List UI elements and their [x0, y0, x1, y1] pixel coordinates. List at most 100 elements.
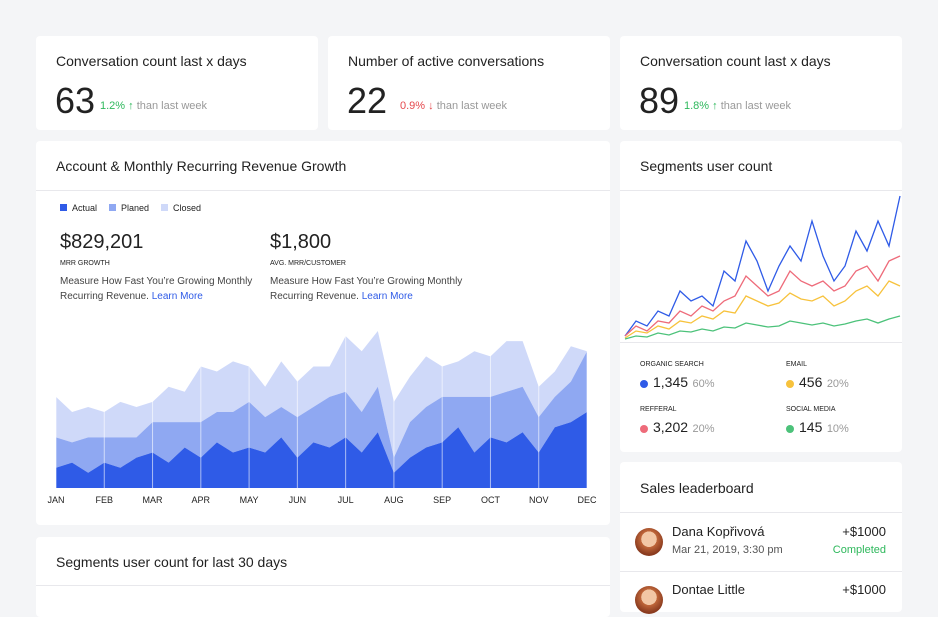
line-series: [624, 315, 901, 340]
segment-name: EMAIL: [786, 361, 808, 368]
learn-more[interactable]: Learn More: [361, 291, 413, 302]
x-tick-label: DEC: [577, 495, 597, 505]
segment-dot: [640, 380, 648, 388]
x-tick-label: APR: [192, 495, 211, 505]
segment-share: 20%: [826, 378, 849, 390]
segment-dot: [640, 425, 648, 433]
legend-item: Planed: [109, 203, 149, 213]
area-series: [56, 331, 587, 458]
x-tick-label: FEB: [96, 495, 114, 505]
sale-amount: +$1000: [842, 524, 886, 539]
stat-desc: Measure How Fast You’re Growing Monthly …: [60, 276, 253, 302]
kpi-title: Conversation count last x days: [640, 53, 831, 69]
segment-name: ORGANIC SEARCH: [640, 361, 704, 368]
segment-count: 1,345: [653, 374, 689, 390]
stat-text: Measure How Fast You’re Growing Monthly …: [60, 274, 260, 304]
x-tick-label: SEP: [433, 495, 451, 505]
kpi-value: 89: [639, 80, 680, 121]
segments-card: Segments user count ORGANIC SEARCH 1,345 …: [620, 141, 902, 452]
divider: [36, 190, 610, 191]
line-chart: [624, 195, 901, 340]
sale-amount: +$1000: [842, 582, 886, 597]
divider: [36, 585, 610, 586]
kpi-change: 0.9%: [400, 100, 426, 112]
kpi-card: Number of active conversations 22 0.9% ↓ t…: [328, 36, 610, 130]
sale-date: Mar 21, 2019, 3:30 pm: [672, 544, 783, 556]
segment-row: 456 20%: [799, 374, 849, 392]
legend-swatch: [60, 204, 67, 211]
segment-count: 145: [799, 419, 823, 435]
x-tick-label: JUN: [289, 495, 307, 505]
card-title: Segments user count: [640, 158, 773, 174]
segment-row: 145 10%: [799, 419, 849, 437]
kpi-change: 1.2%: [100, 100, 126, 112]
stat-text: Measure How Fast You’re Growing Monthly …: [270, 274, 470, 304]
stat-value: $1,800: [270, 231, 332, 253]
area-chart: JAN FEB MAR APR MAY JUN JUL AUG SEP OCT NOV DEC: [47, 331, 597, 505]
kpi-note: than last week: [136, 100, 208, 112]
person-name: Dana Kopřivová: [672, 524, 765, 539]
kpi-card: Conversation count last x days 63 1.2% ↑ t…: [36, 36, 318, 130]
x-tick-label: JUL: [338, 495, 354, 505]
segments30-card: Segments user count for last 30 days: [36, 537, 610, 617]
card-title: Account & Monthly Recurring Revenue Grow…: [56, 158, 347, 174]
segment-share: 10%: [826, 423, 849, 435]
sale-status: Completed: [832, 544, 886, 556]
segment-share: 60%: [692, 378, 715, 390]
segment-share: 20%: [692, 423, 715, 435]
line-series: [624, 280, 901, 339]
kpi-note: than last week: [436, 100, 508, 112]
kpi-card: Conversation count last x days 89 1.8% ↑ t…: [620, 36, 902, 130]
segment-count: 3,202: [653, 419, 689, 435]
line-series: [624, 255, 901, 337]
stat-value: $829,201: [60, 231, 144, 253]
segment-row: 1,345 60%: [653, 374, 715, 392]
segment-count: 456: [799, 374, 823, 390]
kpi-arrow: ↓: [428, 100, 434, 112]
divider: [620, 512, 902, 513]
kpi-change-row: 0.9% ↓ than last week: [400, 100, 507, 112]
area-series: [56, 412, 587, 488]
area-series: [56, 351, 587, 473]
x-tick-label: MAR: [143, 495, 164, 505]
segment-name: SOCIAL MEDIA: [786, 406, 836, 413]
segment-dot: [786, 425, 794, 433]
legend-item: Actual: [60, 203, 97, 213]
divider: [620, 571, 902, 572]
legend-swatch: [109, 204, 117, 211]
line-series: [624, 195, 901, 337]
kpi-note: than last week: [720, 100, 792, 112]
legend-label: Actual: [72, 203, 98, 213]
leaderboard-card: Sales leaderboard Dana Kopřivová Mar 21, …: [620, 462, 902, 614]
card-title: Segments user count for last 30 days: [56, 554, 288, 570]
segment-dot: [786, 380, 794, 388]
legend-label: Closed: [173, 203, 202, 213]
person-name: Dontae Little: [672, 582, 745, 597]
kpi-title: Conversation count last x days: [56, 53, 247, 69]
kpi-value: 22: [347, 80, 388, 121]
avatar: [635, 586, 663, 614]
x-tick-label: NOV: [529, 495, 549, 505]
segment-name: REFFERAL: [640, 406, 677, 413]
kpi-arrow: ↑: [712, 100, 718, 112]
legend-item: Closed: [161, 203, 201, 213]
legend-swatch: [161, 204, 169, 211]
avatar: [635, 528, 663, 556]
stat-desc: Measure How Fast You’re Growing Monthly …: [270, 276, 463, 302]
revenue-card: Account & Monthly Recurring Revenue Grow…: [36, 141, 610, 525]
kpi-change-row: 1.2% ↑ than last week: [100, 100, 207, 112]
learn-more[interactable]: Learn More: [151, 291, 203, 302]
dashboard: Conversation count last x days 63 1.2% ↑ t…: [36, 36, 902, 617]
x-tick-label: OCT: [481, 495, 501, 505]
x-tick-label: JAN: [47, 495, 64, 505]
kpi-arrow: ↑: [128, 100, 134, 112]
divider: [620, 190, 902, 191]
segment-row: 3,202 20%: [653, 419, 715, 437]
stat-label: MRR GROWTH: [60, 260, 110, 267]
legend-label: Planed: [121, 203, 150, 213]
kpi-title: Number of active conversations: [348, 53, 545, 69]
card-title: Sales leaderboard: [640, 480, 754, 496]
divider: [620, 342, 902, 343]
kpi-value: 63: [55, 80, 96, 121]
x-tick-label: MAY: [240, 495, 259, 505]
